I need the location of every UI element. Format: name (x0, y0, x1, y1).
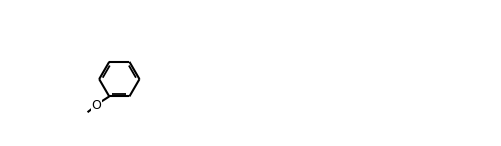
Text: O: O (91, 99, 101, 112)
